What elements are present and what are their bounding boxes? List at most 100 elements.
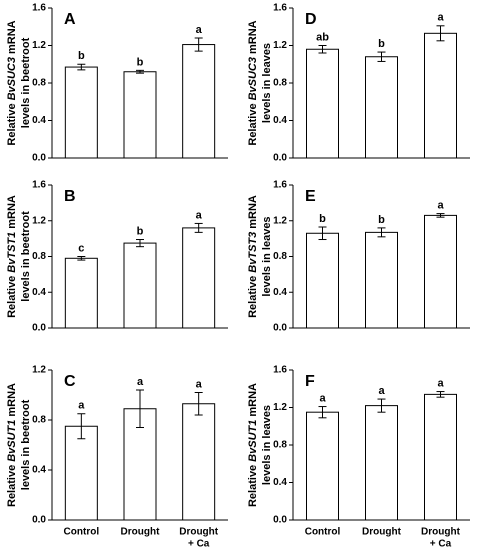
y-label-gene: BvSUC3 [247, 57, 259, 100]
y-axis-label: levels in leaves [261, 216, 273, 296]
y-axis-label: Relative BvSUC3 mRNA [6, 20, 18, 145]
error-bar [136, 69, 144, 74]
y-tick-label: 0.4 [32, 465, 46, 476]
y-tick-label: 0.8 [273, 78, 287, 89]
y-axis-label: Relative BvTST1 mRNA [6, 195, 18, 318]
y-axis-label: Relative BvSUC3 mRNA [247, 20, 259, 145]
bar [365, 405, 398, 521]
x-tick-label: Drought [179, 527, 219, 538]
error-bar [436, 213, 445, 218]
y-axis-label: Relative BvTST3 mRNA [247, 195, 259, 318]
error-bar [136, 389, 144, 428]
bar [365, 56, 398, 159]
y-tick-label: 0.8 [273, 440, 287, 451]
y-tick-label: 1.6 [32, 3, 46, 14]
error-bar [77, 413, 86, 440]
error-bar [77, 256, 86, 261]
y-label-gene: BvSUT1 [6, 420, 18, 462]
error-bar [377, 227, 386, 238]
x-tick-label: Control [305, 527, 341, 538]
significance-letter: c [78, 242, 84, 254]
y-tick-label: 0.4 [273, 477, 287, 488]
error-bar [194, 37, 203, 52]
y-label-suffix: mRNA [6, 195, 18, 229]
y-tick-label: 0.8 [273, 251, 287, 262]
y-tick-label: 0.8 [32, 415, 46, 426]
y-tick-label: 1.6 [32, 180, 46, 191]
significance-letter: a [437, 200, 444, 212]
error-bar [318, 226, 327, 241]
bar [182, 227, 216, 329]
significance-letter: a [196, 378, 203, 390]
panel-label: C [64, 373, 76, 390]
significance-letter: b [378, 214, 385, 226]
bar [306, 232, 339, 329]
significance-letter: b [319, 213, 326, 225]
bar [306, 48, 339, 159]
y-tick-label: 1.2 [32, 40, 46, 51]
y-tick-label: 0.4 [273, 115, 287, 126]
significance-letter: b [378, 38, 385, 50]
error-bar [377, 398, 386, 413]
y-label-prefix: Relative [247, 465, 259, 507]
y-label-gene: BvTST1 [6, 232, 18, 273]
y-tick-label: 0.4 [32, 287, 46, 298]
y-tick-label: 1.6 [273, 3, 287, 14]
y-axis-label: levels in beetroot [20, 399, 32, 490]
y-tick-label: 0.0 [32, 515, 46, 526]
error-bar [436, 391, 445, 398]
bar [424, 393, 457, 521]
y-tick-label: 0.4 [273, 287, 287, 298]
error-bar [318, 45, 327, 54]
y-axis-label: levels in beetroot [20, 37, 32, 128]
significance-letter: a [137, 376, 144, 388]
y-label-suffix: mRNA [247, 195, 259, 229]
y-label-suffix: mRNA [247, 383, 259, 417]
error-bar [194, 222, 203, 233]
x-tick-label: Control [64, 527, 100, 538]
error-bar [318, 406, 327, 419]
error-bar [77, 63, 86, 71]
bar [64, 425, 98, 521]
y-label-gene: BvSUC3 [6, 57, 18, 100]
y-label-gene: BvSUT1 [247, 420, 259, 462]
y-axis-label: Relative BvSUT1 mRNA [247, 383, 259, 507]
panel-label: A [64, 11, 76, 28]
significance-letter: a [196, 24, 203, 36]
y-tick-label: 0.0 [273, 323, 287, 334]
y-tick-label: 1.2 [273, 402, 287, 413]
y-label-suffix: mRNA [6, 20, 18, 54]
y-axis-label: levels in leaves [261, 405, 273, 485]
y-label-prefix: Relative [247, 276, 259, 318]
y-tick-label: 1.2 [273, 40, 287, 51]
error-bar [436, 25, 445, 42]
y-tick-label: 1.2 [32, 215, 46, 226]
y-tick-label: 0.8 [32, 251, 46, 262]
y-label-prefix: Relative [247, 103, 259, 145]
significance-letter: a [378, 385, 385, 397]
y-tick-label: 1.2 [32, 365, 46, 376]
x-tick-label: Drought [362, 527, 402, 538]
y-label-suffix: mRNA [6, 383, 18, 417]
bar [64, 66, 98, 159]
x-tick-label: Drought [421, 527, 461, 538]
significance-letter: ab [316, 31, 329, 43]
x-tick-label: + Ca [188, 539, 210, 550]
error-bar [136, 239, 144, 248]
y-tick-label: 0.0 [273, 515, 287, 526]
significance-letter: b [137, 56, 144, 68]
y-tick-label: 1.6 [273, 365, 287, 376]
y-tick-label: 0.8 [32, 78, 46, 89]
significance-letter: a [437, 377, 444, 389]
y-label-suffix: mRNA [247, 20, 259, 54]
y-label-prefix: Relative [6, 103, 18, 145]
panel-label: B [64, 188, 76, 205]
significance-letter: a [437, 12, 444, 24]
panel-label: F [305, 373, 315, 390]
x-tick-label: Drought [121, 527, 161, 538]
bar [424, 214, 457, 329]
significance-letter: a [319, 392, 326, 404]
panel-label: D [305, 11, 317, 28]
bar [123, 242, 157, 329]
y-label-gene: BvTST3 [247, 232, 259, 273]
